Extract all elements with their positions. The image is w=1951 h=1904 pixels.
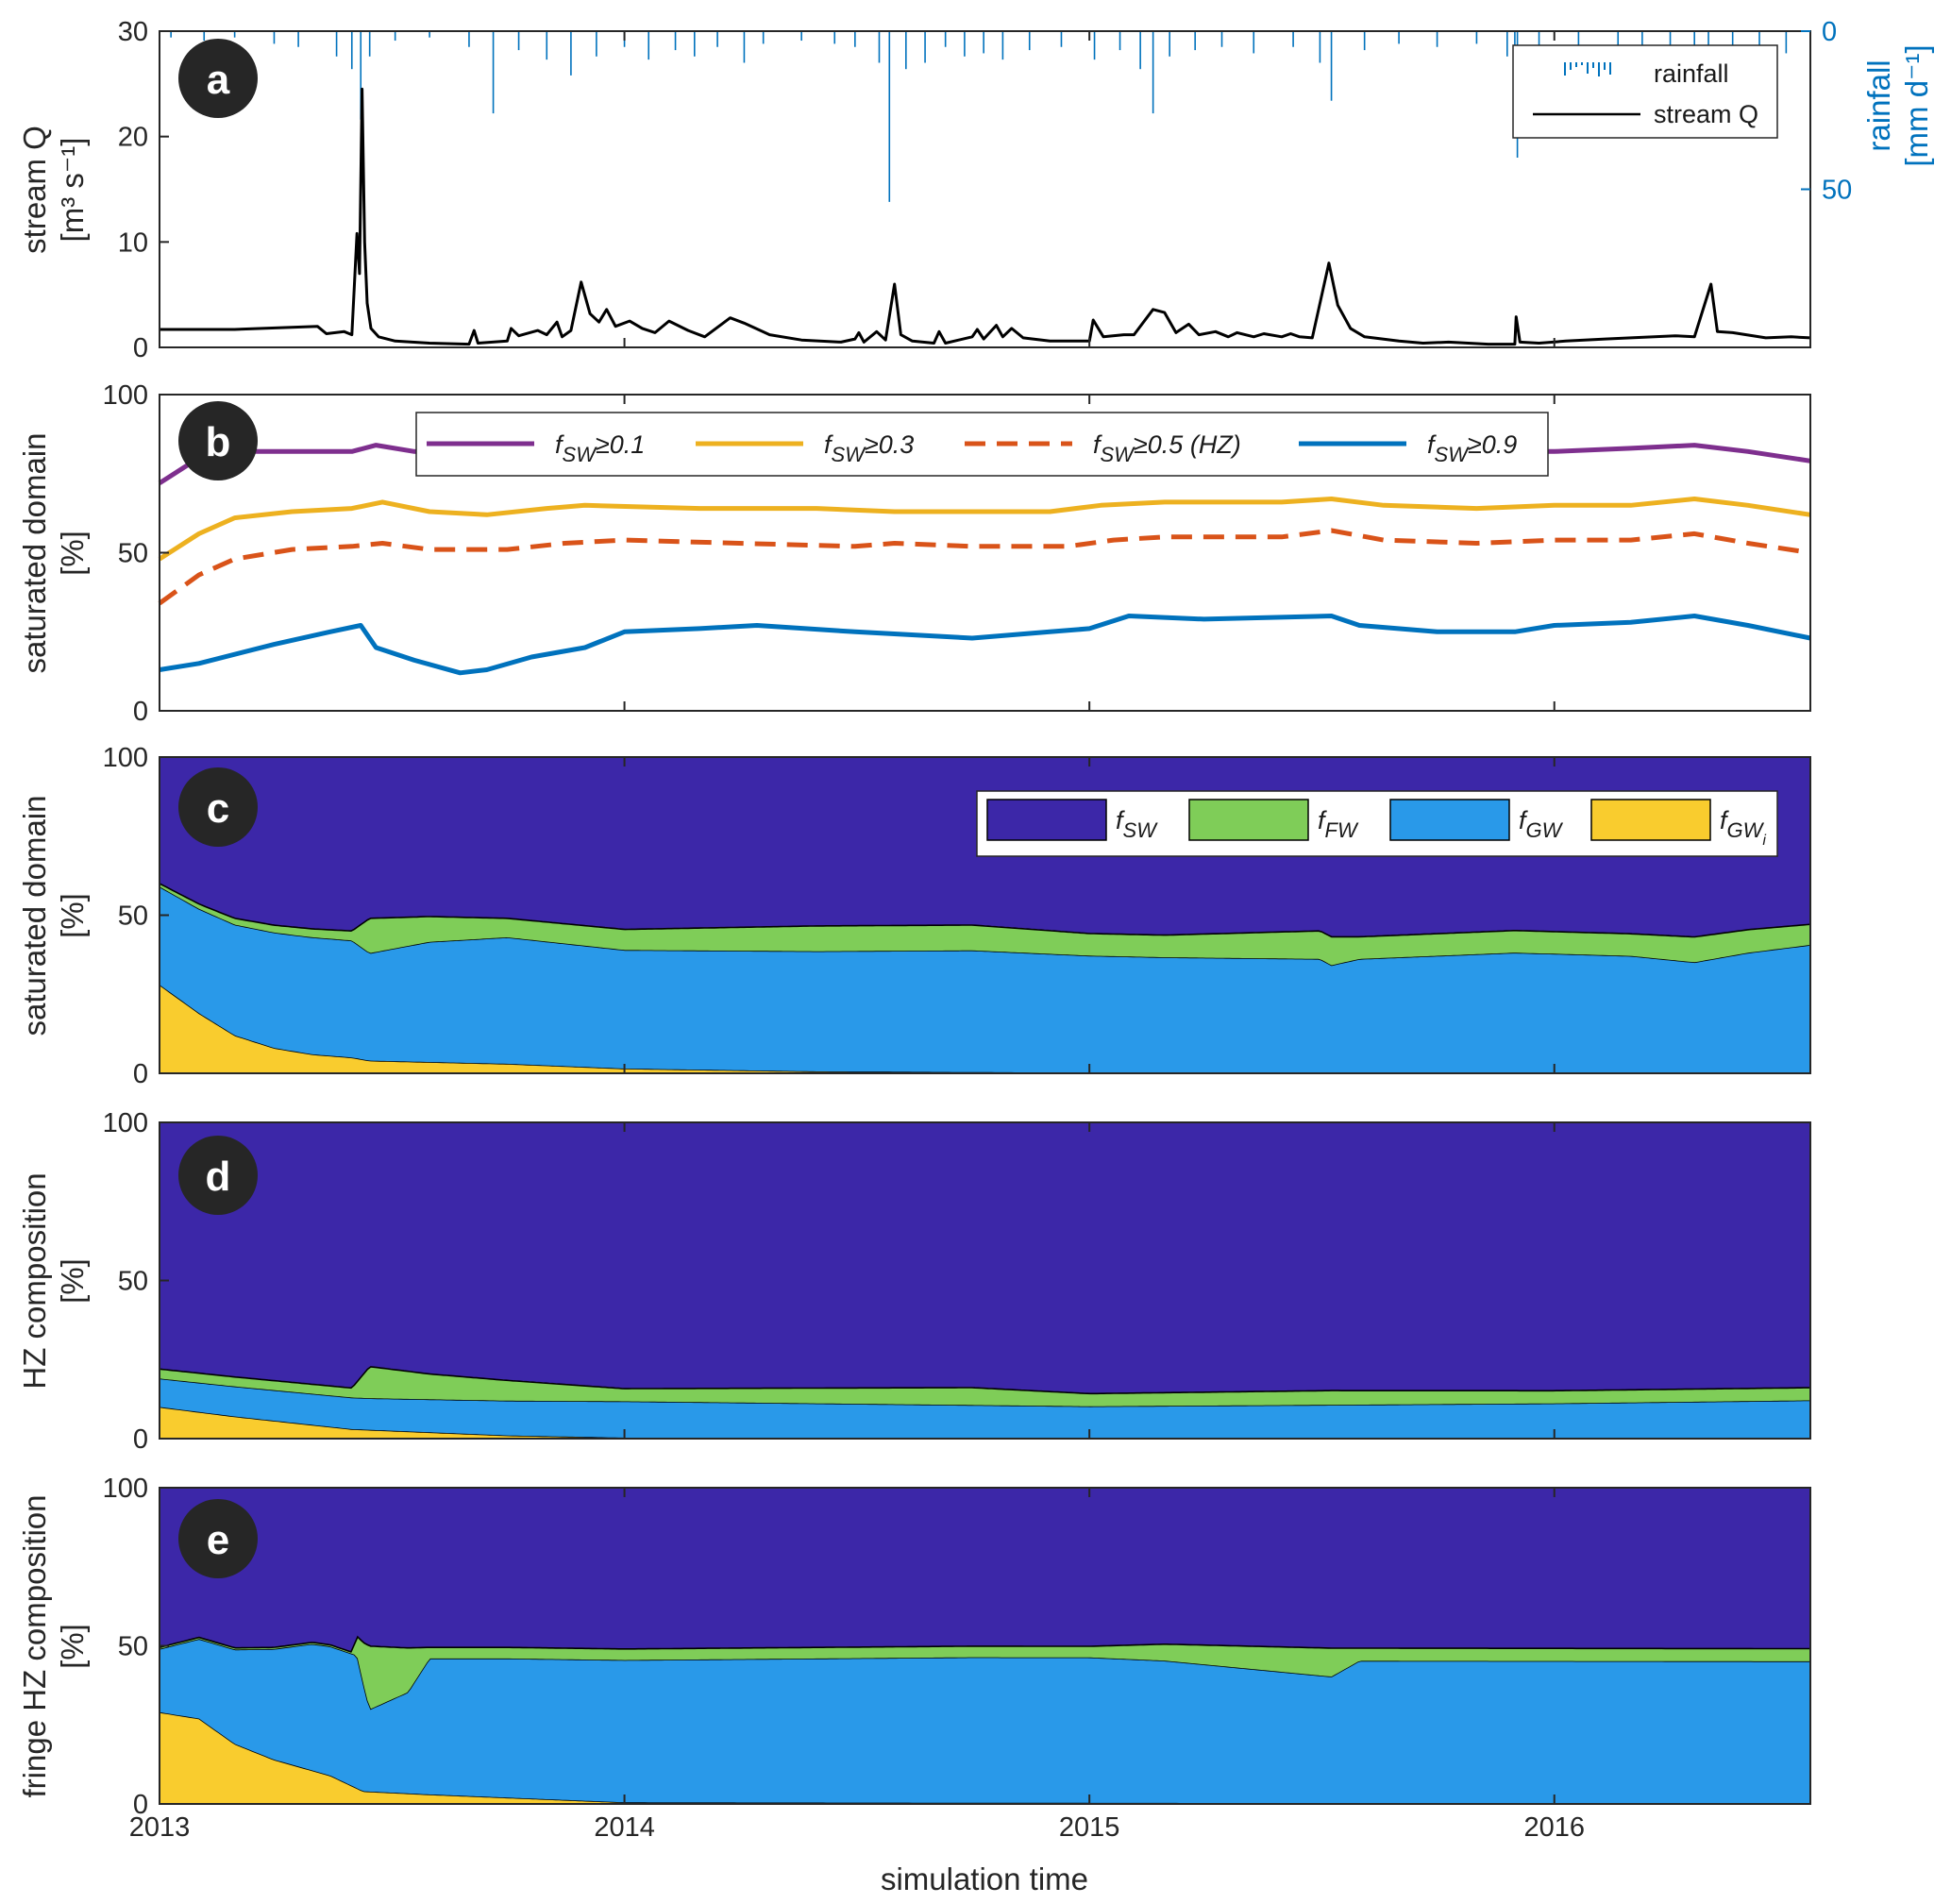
- panel-b-badge: [178, 401, 258, 480]
- x-axis-tick-labels: 2013 2014 2015 2016: [129, 1812, 1585, 1843]
- legend-rainfall-icon: [1564, 62, 1611, 76]
- area-fgw: [160, 886, 1810, 1073]
- panel-c-ylabel-line1: saturated domain: [17, 796, 52, 1036]
- panel-a-stream-discharge: 0 10 20 30 0 50 rainfall stream Q stream Q [m…: [17, 17, 1934, 363]
- area-fgwi: [160, 1407, 1810, 1439]
- y-tick-label: 30: [118, 17, 148, 47]
- panel-e-series: [159, 1488, 1810, 1805]
- panel-b-ylabel-line2: [%]: [55, 531, 90, 576]
- stream-q-line: [160, 87, 1811, 346]
- legend-fsw-swatch: [986, 799, 1107, 841]
- y-tick-label: 50: [118, 539, 148, 569]
- y-tick-label: 100: [103, 380, 148, 411]
- panel-a-ticks: 0 10 20 30 0 50: [118, 17, 1853, 363]
- panel-d-ticks: 0 50 100: [103, 1108, 1556, 1455]
- panel-a-legend: rainfall stream Q: [1512, 44, 1778, 139]
- y-tick-label: 100: [103, 743, 148, 773]
- panel-b-ticks: 0 50 100: [103, 380, 1556, 727]
- y-tick-label: 100: [103, 1474, 148, 1504]
- panel-e-letter: e: [207, 1517, 229, 1563]
- panel-b-ylabel-line1: saturated domain: [17, 433, 52, 674]
- panel-d-badge: [178, 1136, 258, 1215]
- right-y-tick-label: 50: [1822, 176, 1852, 206]
- line-series-2: [158, 528, 1811, 606]
- panel-d-ylabel-line1: HZ composition: [17, 1172, 52, 1389]
- panel-a-ylabel-line1: stream Q: [17, 126, 52, 254]
- x-axis-label: simulation time: [881, 1862, 1088, 1896]
- panel-e-fringe-hz-composition: 0 50 100 fringe HZ composition [%] e: [17, 1474, 1811, 1820]
- panel-a-right-ylabel-line2: [mm d⁻¹]: [1899, 44, 1934, 166]
- y-tick-label: 0: [133, 1059, 148, 1089]
- area-ffw-edge: [159, 1635, 1810, 1653]
- panel-a-legend-box: [1512, 44, 1778, 139]
- panel-d-ylabel-line2: [%]: [55, 1258, 90, 1304]
- y-tick-label: 20: [118, 123, 148, 153]
- y-tick-label: 100: [103, 1108, 148, 1138]
- panel-d-letter: d: [206, 1154, 231, 1200]
- legend-stream-q-label: stream Q: [1654, 100, 1758, 128]
- legend-ffw-swatch: [1188, 799, 1309, 841]
- area-ffw: [160, 1637, 1810, 1710]
- panel-b-series: [158, 443, 1811, 676]
- y-tick-label: 0: [133, 333, 148, 363]
- y-tick-label: 0: [133, 1790, 148, 1820]
- panel-e-ylabel-line2: [%]: [55, 1624, 90, 1669]
- right-y-tick-label: 0: [1822, 17, 1837, 47]
- legend-fgw-swatch: [1389, 799, 1510, 841]
- x-tick-label: 2014: [594, 1812, 655, 1843]
- area-ffw: [160, 884, 1810, 966]
- y-tick-label: 0: [133, 1424, 148, 1455]
- line-series-1: [158, 497, 1811, 562]
- y-tick-label: 50: [118, 901, 148, 932]
- panel-c-ticks: 0 50 100: [103, 743, 1556, 1089]
- x-tick-label: 2016: [1523, 1812, 1585, 1843]
- panel-a-right-ylabel-line1: rainfall: [1861, 59, 1896, 151]
- y-tick-label: 10: [118, 227, 148, 258]
- panel-b-legend: fSW≥0.1 fSW≥0.3 fSW≥0.5 (HZ) fSW≥0.9: [415, 412, 1549, 477]
- panel-b-saturated-domain-lines: 0 50 100 fSW≥0.1 fSW≥0.3 fSW≥0.5 (HZ) fSW≥…: [17, 380, 1811, 727]
- x-tick-label: 2013: [129, 1812, 191, 1843]
- panel-c-ylabel-line2: [%]: [55, 893, 90, 938]
- panel-a-series: [160, 31, 1811, 346]
- legend-fgwi-swatch: [1590, 799, 1711, 841]
- panel-e-ylabel-line1: fringe HZ composition: [17, 1495, 52, 1798]
- area-fgwi: [160, 1711, 1810, 1804]
- area-ffw-edge: [159, 1366, 1810, 1395]
- panel-c-badge: [178, 767, 258, 847]
- panel-d-series: [159, 1122, 1810, 1440]
- legend-rainfall-label: rainfall: [1654, 59, 1729, 88]
- area-fgw: [160, 1639, 1810, 1804]
- y-tick-label: 50: [118, 1632, 148, 1662]
- panel-a-ylabel-line2: [m³ s⁻¹]: [55, 138, 90, 243]
- panel-e-ticks: 0 50 100: [103, 1474, 1556, 1820]
- panel-e-badge: [178, 1499, 258, 1578]
- panel-d-hz-composition: 0 50 100 HZ composition [%] d: [17, 1108, 1811, 1455]
- area-fgwi: [160, 985, 1810, 1073]
- panel-c-legend: fSW fFW fGW fGWi: [976, 790, 1778, 857]
- panel-b-letter: b: [206, 419, 231, 465]
- area-ffw-edge: [159, 883, 1811, 938]
- panel-a-letter: a: [207, 57, 230, 103]
- area-fgw: [160, 1378, 1810, 1439]
- panel-c-letter: c: [207, 785, 229, 832]
- line-series-3: [159, 614, 1811, 676]
- y-tick-label: 50: [118, 1267, 148, 1297]
- panel-a-badge: [178, 39, 258, 118]
- area-ffw: [160, 1366, 1810, 1407]
- y-tick-label: 0: [133, 697, 148, 727]
- x-tick-label: 2015: [1059, 1812, 1120, 1843]
- panel-c-saturated-domain-composition: 0 50 100 fSW fFW fGW fGWi saturated domain…: [17, 743, 1811, 1089]
